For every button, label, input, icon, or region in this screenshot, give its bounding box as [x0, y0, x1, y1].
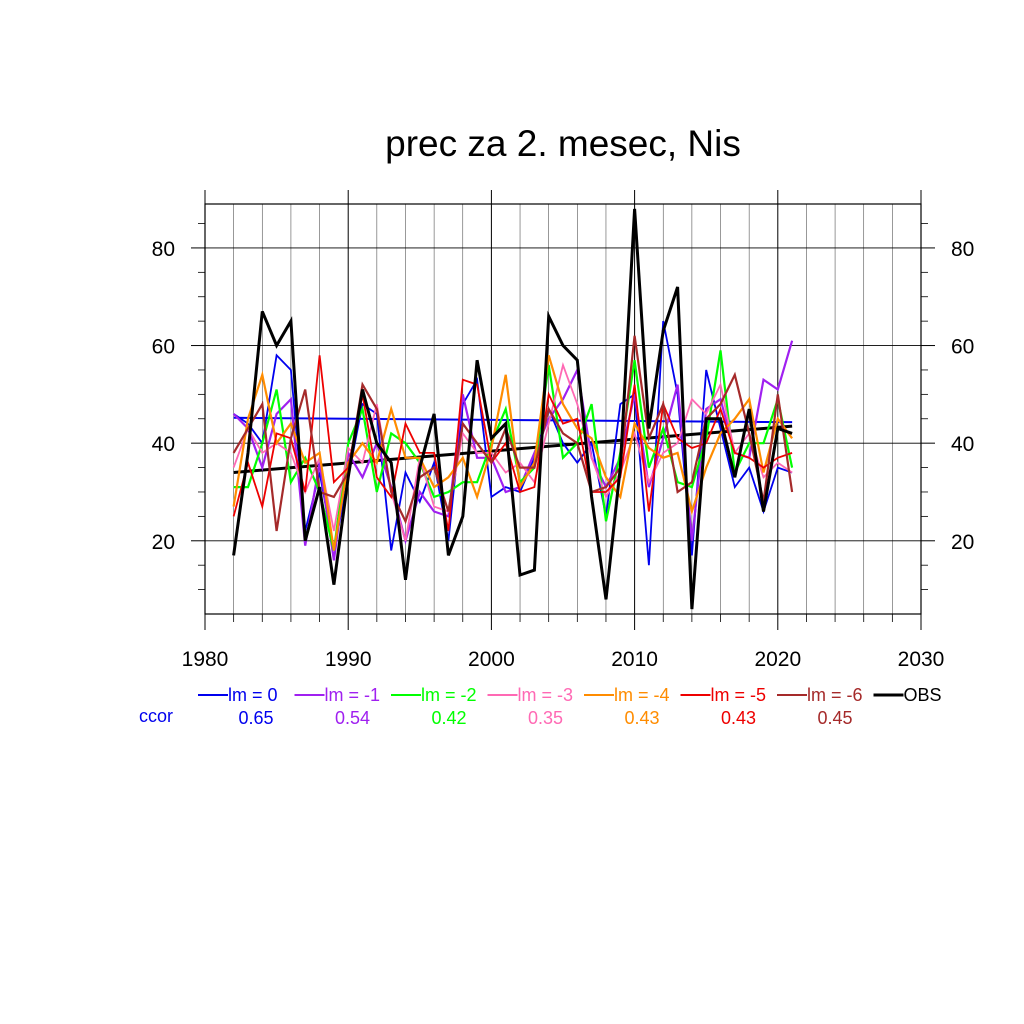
x-tick-label: 2000 — [468, 648, 515, 671]
legend-label: lm = -5 — [711, 685, 767, 705]
series-line — [232, 208, 793, 610]
ccor-value: 0.45 — [817, 708, 852, 728]
legend-label: lm = -4 — [614, 685, 670, 705]
ccor-value: 0.42 — [431, 708, 466, 728]
legend-label: lm = -2 — [421, 685, 477, 705]
y-tick-label-right: 60 — [951, 336, 974, 359]
legend-label: lm = 0 — [228, 685, 278, 705]
x-tick-label: 2020 — [754, 648, 801, 671]
legend-label: lm = -6 — [807, 685, 863, 705]
y-tick-label-right: 40 — [951, 433, 974, 456]
ccor-value: 0.35 — [528, 708, 563, 728]
y-tick-label-left: 60 — [152, 336, 175, 359]
legend: ccor lm = 0 0.65 lm = -1 0.54 lm = -2 0.42 lm =… — [139, 685, 942, 728]
x-tick-label: 2010 — [611, 648, 658, 671]
y-tick-label-left: 80 — [152, 238, 175, 261]
series-line — [232, 354, 793, 551]
plot-frame — [204, 203, 922, 615]
y-tick-label-right: 20 — [951, 531, 974, 554]
ccor-label: ccor — [139, 706, 173, 726]
ccor-value: 0.65 — [238, 708, 273, 728]
x-tick-label: 1990 — [325, 648, 372, 671]
legend-label: OBS — [904, 685, 942, 705]
y-tick-label-right: 80 — [951, 238, 974, 261]
grid — [205, 204, 921, 614]
series-line — [232, 335, 794, 532]
series-lines — [232, 208, 794, 610]
ccor-value: 0.43 — [624, 708, 659, 728]
y-tick-label-left: 40 — [152, 433, 175, 456]
legend-label: lm = -1 — [325, 685, 381, 705]
chart-title: prec za 2. mesec, Nis — [385, 123, 741, 164]
ccor-value: 0.43 — [721, 708, 756, 728]
x-tick-label: 2030 — [898, 648, 945, 671]
ccor-value: 0.54 — [335, 708, 370, 728]
x-tick-label: 1980 — [182, 648, 229, 671]
y-tick-label-left: 20 — [152, 531, 175, 554]
legend-label: lm = -3 — [518, 685, 574, 705]
